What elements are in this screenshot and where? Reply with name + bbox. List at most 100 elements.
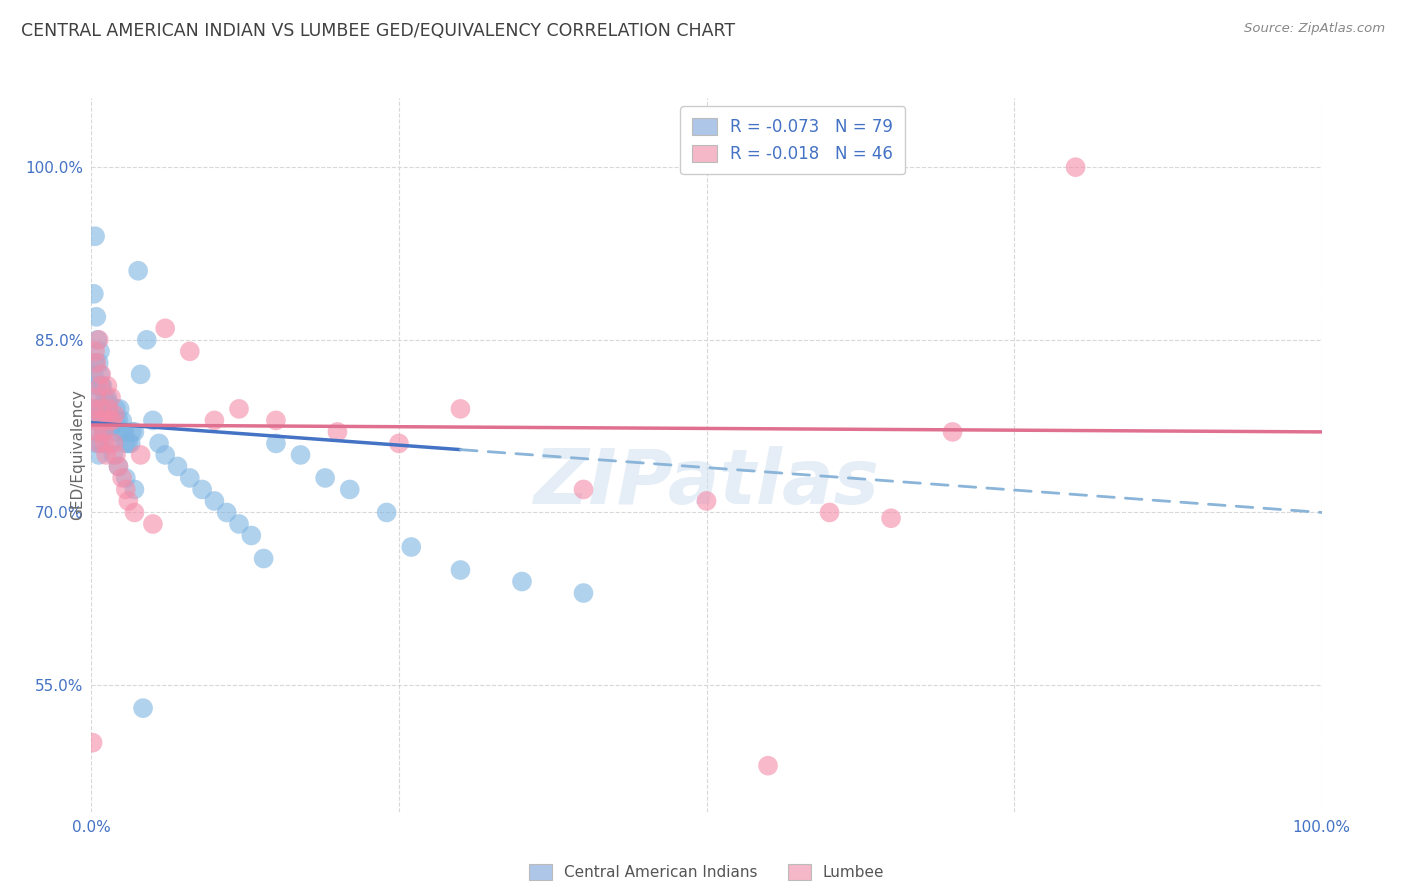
- Point: [101, 413, 124, 427]
- Point: [264, 436, 287, 450]
- Point: [111, 413, 134, 427]
- Point: [121, 425, 143, 439]
- Point: [880, 511, 903, 525]
- Text: ZIPatlas: ZIPatlas: [533, 447, 880, 520]
- Point: [84, 344, 107, 359]
- Point: [86, 425, 108, 439]
- Point: [215, 506, 238, 520]
- Point: [84, 401, 107, 416]
- Point: [153, 448, 177, 462]
- Point: [449, 401, 471, 416]
- Point: [117, 494, 139, 508]
- Point: [84, 356, 107, 370]
- Point: [107, 459, 129, 474]
- Point: [93, 425, 115, 439]
- Point: [89, 413, 111, 427]
- Point: [89, 344, 111, 359]
- Point: [388, 436, 411, 450]
- Point: [120, 436, 142, 450]
- Point: [97, 396, 120, 410]
- Point: [84, 413, 107, 427]
- Legend: Central American Indians, Lumbee: Central American Indians, Lumbee: [523, 858, 890, 886]
- Point: [148, 436, 170, 450]
- Point: [96, 448, 117, 462]
- Point: [101, 413, 124, 427]
- Point: [96, 379, 118, 393]
- Point: [1064, 160, 1087, 174]
- Point: [264, 413, 287, 427]
- Point: [83, 368, 105, 382]
- Point: [87, 401, 110, 416]
- Point: [124, 425, 146, 439]
- Point: [86, 436, 108, 450]
- Point: [86, 379, 108, 393]
- Point: [100, 390, 122, 404]
- Point: [124, 483, 146, 497]
- Point: [112, 425, 135, 439]
- Point: [228, 516, 250, 531]
- Point: [142, 516, 165, 531]
- Point: [127, 264, 149, 278]
- Point: [90, 413, 112, 427]
- Y-axis label: GED/Equivalency: GED/Equivalency: [70, 390, 84, 520]
- Point: [107, 413, 129, 427]
- Point: [87, 333, 110, 347]
- Point: [117, 436, 139, 450]
- Point: [114, 425, 136, 439]
- Point: [103, 436, 125, 450]
- Point: [94, 390, 117, 404]
- Point: [153, 321, 177, 335]
- Text: CENTRAL AMERICAN INDIAN VS LUMBEE GED/EQUIVALENCY CORRELATION CHART: CENTRAL AMERICAN INDIAN VS LUMBEE GED/EQ…: [21, 22, 735, 40]
- Point: [290, 448, 312, 462]
- Point: [114, 471, 138, 485]
- Point: [105, 413, 127, 427]
- Point: [82, 413, 104, 427]
- Point: [84, 229, 107, 244]
- Point: [108, 401, 131, 416]
- Point: [228, 401, 250, 416]
- Point: [86, 310, 108, 324]
- Point: [86, 425, 108, 439]
- Point: [399, 540, 422, 554]
- Point: [93, 425, 115, 439]
- Point: [339, 483, 361, 497]
- Point: [129, 368, 152, 382]
- Point: [97, 401, 120, 416]
- Point: [253, 551, 276, 566]
- Point: [132, 701, 155, 715]
- Point: [107, 459, 129, 474]
- Point: [87, 448, 110, 462]
- Point: [375, 506, 398, 520]
- Point: [96, 413, 117, 427]
- Point: [124, 506, 146, 520]
- Text: Source: ZipAtlas.com: Source: ZipAtlas.com: [1244, 22, 1385, 36]
- Point: [129, 448, 152, 462]
- Point: [114, 436, 138, 450]
- Point: [91, 413, 114, 427]
- Point: [103, 419, 125, 434]
- Point: [98, 408, 121, 422]
- Point: [202, 494, 225, 508]
- Point: [91, 401, 114, 416]
- Point: [91, 379, 114, 393]
- Point: [103, 448, 125, 462]
- Point: [314, 471, 336, 485]
- Point: [179, 344, 201, 359]
- Point: [86, 356, 108, 370]
- Point: [90, 368, 112, 382]
- Point: [100, 419, 122, 434]
- Point: [86, 390, 108, 404]
- Point: [105, 401, 127, 416]
- Point: [82, 736, 104, 750]
- Point: [89, 368, 111, 382]
- Point: [695, 494, 717, 508]
- Point: [135, 333, 157, 347]
- Point: [83, 286, 105, 301]
- Point: [90, 401, 112, 416]
- Point: [87, 436, 110, 450]
- Point: [89, 379, 111, 393]
- Point: [449, 563, 471, 577]
- Point: [91, 419, 114, 434]
- Point: [87, 356, 110, 370]
- Point: [572, 483, 595, 497]
